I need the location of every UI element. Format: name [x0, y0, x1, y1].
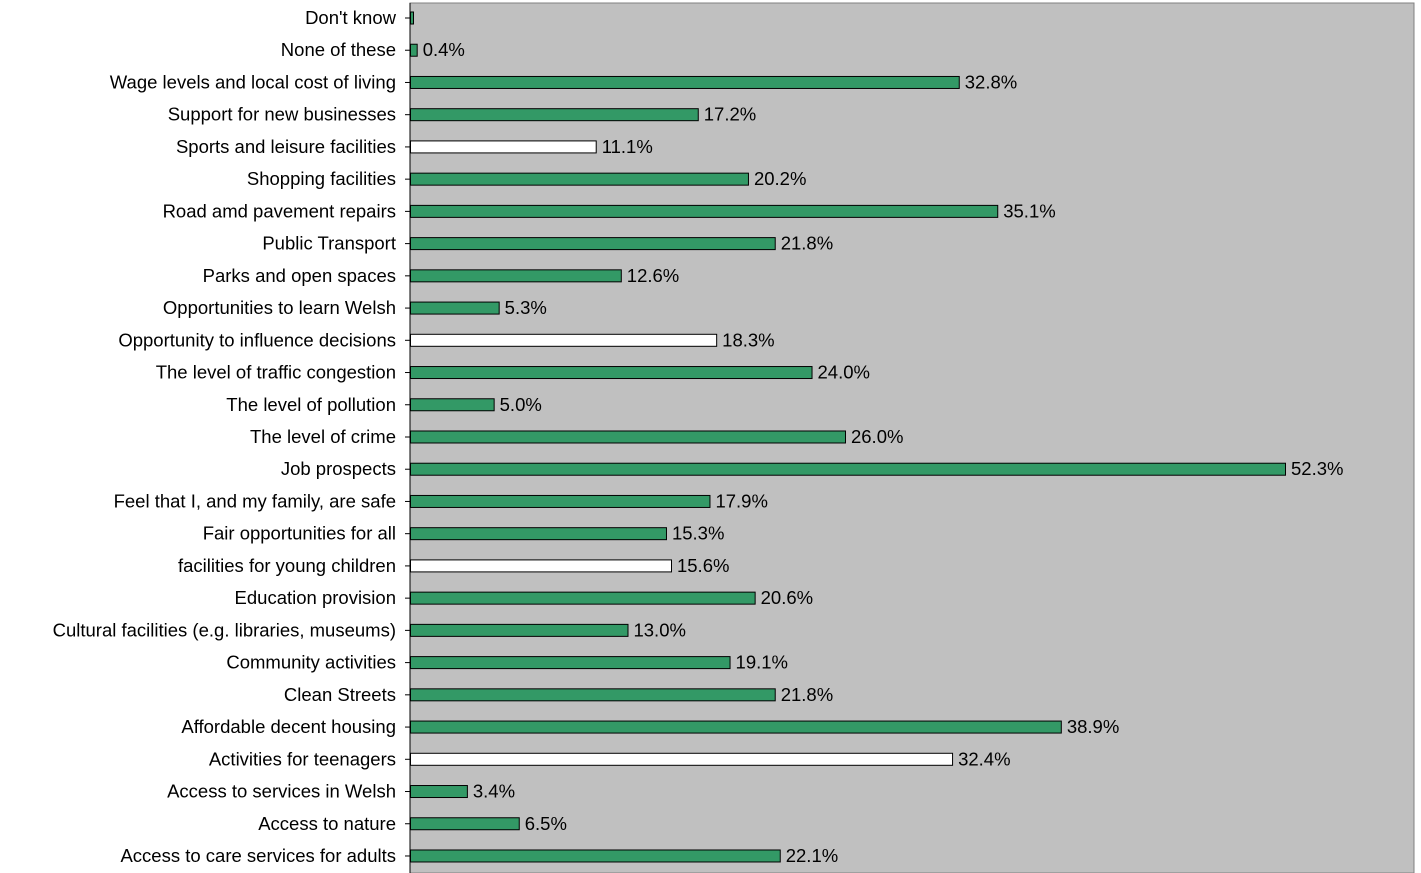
bar-education-provision	[410, 591, 756, 605]
value-label-affordable-decent-housing: 38.9%	[1067, 716, 1119, 737]
value-label-wage-levels-and-local-cost-of-living: 32.8%	[965, 71, 1017, 92]
value-label-opportunities-to-learn-welsh: 5.3%	[505, 297, 547, 318]
category-label-opportunities-to-learn-welsh: Opportunities to learn Welsh	[163, 297, 396, 318]
category-label-public-transport: Public Transport	[262, 233, 396, 254]
bar-access-to-nature	[410, 817, 520, 831]
category-label-the-level-of-pollution: The level of pollution	[226, 394, 396, 415]
category-label-the-level-of-traffic-congestion: The level of traffic congestion	[156, 362, 396, 383]
category-label-feel-that-i-and-my-family-are-safe: Feel that I, and my family, are safe	[114, 490, 396, 511]
value-labels: 0.4% 32.8% 17.2% 11.1% 20.2% 35.1% 21.8% 12.6% 5…	[423, 39, 1344, 866]
bar-the-level-of-traffic-congestion	[410, 366, 813, 380]
category-label-education-provision: Education provision	[235, 587, 396, 608]
value-label-public-transport: 21.8%	[781, 233, 833, 254]
bar-wage-levels-and-local-cost-of-living	[410, 75, 960, 89]
value-label-support-for-new-businesses: 17.2%	[704, 104, 756, 125]
bar-access-to-care-services-for-adults	[410, 849, 781, 863]
value-label-community-activities: 19.1%	[736, 652, 788, 673]
value-label-the-level-of-crime: 26.0%	[851, 426, 903, 447]
bar-shopping-facilities	[410, 172, 749, 186]
bar-community-activities	[410, 656, 731, 670]
bar-opportunity-to-influence-decisions	[410, 333, 718, 347]
bar-activities-for-teenagers	[410, 752, 954, 766]
bar-the-level-of-crime	[410, 430, 846, 444]
value-label-facilities-for-young-children: 15.6%	[677, 555, 729, 576]
bar-public-transport	[410, 237, 776, 251]
bar-access-to-services-in-welsh	[410, 785, 468, 799]
category-label-shopping-facilities: Shopping facilities	[247, 168, 396, 189]
category-label-don-t-know: Don't know	[305, 7, 397, 28]
value-label-opportunity-to-influence-decisions: 18.3%	[722, 329, 774, 350]
category-label-sports-and-leisure-facilities: Sports and leisure facilities	[176, 136, 396, 157]
bar-facilities-for-young-children	[410, 559, 672, 573]
category-label-facilities-for-young-children: facilities for young children	[178, 555, 396, 576]
category-label-opportunity-to-influence-decisions: Opportunity to influence decisions	[118, 329, 396, 350]
bar-fair-opportunities-for-all	[410, 527, 667, 541]
value-label-access-to-services-in-welsh: 3.4%	[473, 781, 515, 802]
bar-road-amd-pavement-repairs	[410, 204, 999, 218]
category-label-community-activities: Community activities	[226, 652, 396, 673]
category-label-access-to-services-in-welsh: Access to services in Welsh	[167, 781, 396, 802]
value-label-shopping-facilities: 20.2%	[754, 168, 806, 189]
bar-don-t-know	[410, 11, 414, 25]
value-label-education-provision: 20.6%	[761, 587, 813, 608]
category-label-access-to-nature: Access to nature	[258, 813, 396, 834]
axis-ticks	[405, 17, 410, 857]
value-label-activities-for-teenagers: 32.4%	[958, 748, 1010, 769]
category-label-the-level-of-crime: The level of crime	[250, 426, 396, 447]
bar-affordable-decent-housing	[410, 720, 1062, 734]
value-label-job-prospects: 52.3%	[1291, 458, 1343, 479]
bar-feel-that-i-and-my-family-are-safe	[410, 494, 711, 508]
category-label-affordable-decent-housing: Affordable decent housing	[181, 716, 396, 737]
bar-support-for-new-businesses	[410, 108, 699, 122]
bar-none-of-these	[410, 43, 418, 57]
value-label-sports-and-leisure-facilities: 11.1%	[602, 136, 653, 157]
bar-the-level-of-pollution	[410, 398, 495, 412]
category-label-wage-levels-and-local-cost-of-living: Wage levels and local cost of living	[110, 71, 396, 92]
value-label-access-to-care-services-for-adults: 22.1%	[786, 845, 838, 866]
category-label-parks-and-open-spaces: Parks and open spaces	[203, 265, 396, 286]
value-label-fair-opportunities-for-all: 15.3%	[672, 523, 724, 544]
bar-parks-and-open-spaces	[410, 269, 622, 283]
bar-job-prospects	[410, 462, 1286, 476]
bar-clean-streets	[410, 688, 776, 702]
value-label-access-to-nature: 6.5%	[525, 813, 567, 834]
category-labels: Don't know None of these Wage levels and l…	[53, 7, 397, 866]
bar-cultural-facilities-e-g-libraries-museums	[410, 623, 629, 637]
category-label-support-for-new-businesses: Support for new businesses	[168, 104, 396, 125]
category-label-access-to-care-services-for-adults: Access to care services for adults	[120, 845, 396, 866]
bar-series	[410, 11, 1286, 863]
value-label-none-of-these: 0.4%	[423, 39, 465, 60]
value-label-cultural-facilities-e-g-libraries-museums: 13.0%	[633, 619, 685, 640]
bar-opportunities-to-learn-welsh	[410, 301, 500, 315]
value-label-the-level-of-traffic-congestion: 24.0%	[818, 362, 870, 383]
value-label-parks-and-open-spaces: 12.6%	[627, 265, 679, 286]
value-label-feel-that-i-and-my-family-are-safe: 17.9%	[715, 490, 767, 511]
category-label-job-prospects: Job prospects	[281, 458, 396, 479]
category-label-road-amd-pavement-repairs: Road amd pavement repairs	[163, 200, 396, 221]
bar-sports-and-leisure-facilities	[410, 140, 597, 154]
category-label-activities-for-teenagers: Activities for teenagers	[209, 748, 396, 769]
value-label-road-amd-pavement-repairs: 35.1%	[1003, 200, 1055, 221]
category-label-fair-opportunities-for-all: Fair opportunities for all	[203, 523, 396, 544]
value-label-the-level-of-pollution: 5.0%	[500, 394, 542, 415]
category-label-cultural-facilities-e-g-libraries-museums: Cultural facilities (e.g. libraries, mus…	[53, 619, 396, 640]
value-label-clean-streets: 21.8%	[781, 684, 833, 705]
category-label-clean-streets: Clean Streets	[284, 684, 396, 705]
category-label-none-of-these: None of these	[281, 39, 396, 60]
